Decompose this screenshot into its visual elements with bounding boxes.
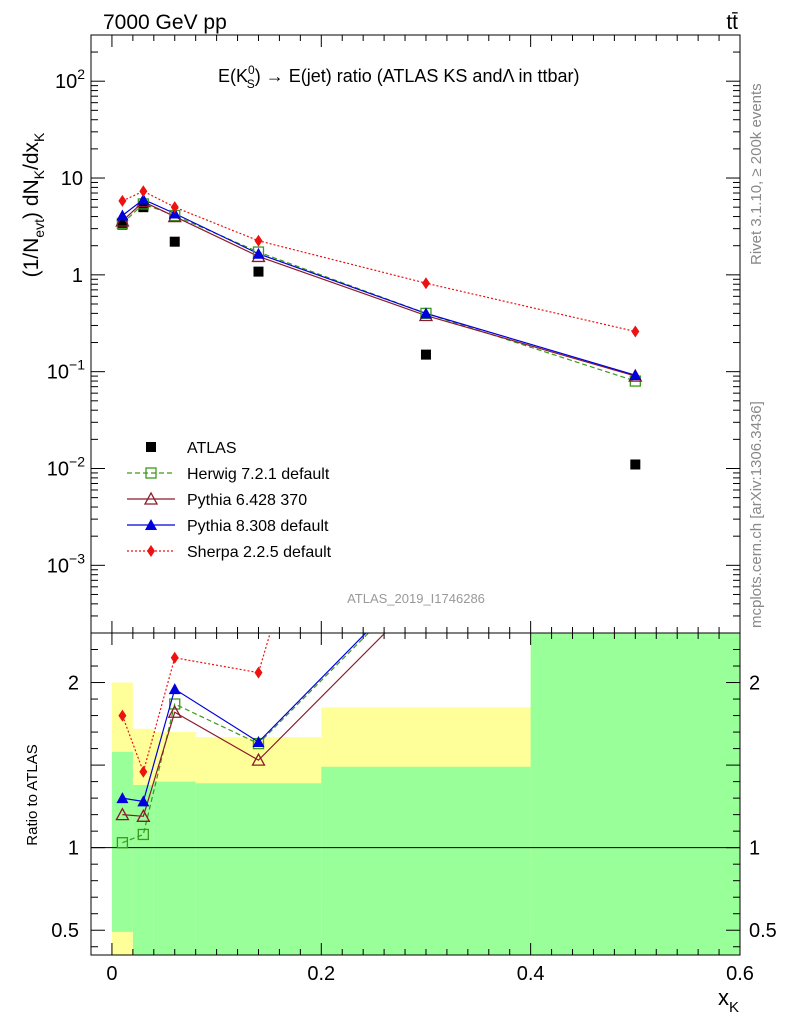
point-sherpa-2-2-5-default-2: [170, 201, 179, 214]
ratio-point-pythia-8-308-default-2: [168, 683, 181, 695]
point-atlas-0: [117, 219, 128, 230]
top-ytick-label-3: 1: [72, 265, 83, 287]
point-atlas-3: [253, 266, 264, 277]
ratio-point-pythia-6-428-370-1: [136, 808, 151, 822]
legend-marker-pythia-8-308-default: [145, 519, 157, 530]
point-pythia-8-308-default-5: [629, 369, 642, 381]
uncertainty-bands: [91, 633, 740, 955]
band-green-3: [195, 783, 322, 955]
ratio-ytick-label-right-0: 0.5: [749, 920, 777, 942]
top-ylabel: (1/Nevt) dNK/dxK: [20, 132, 47, 277]
ratio-point-pythia-6-428-370-0: [115, 807, 130, 821]
legend-marker-atlas: [146, 442, 156, 452]
ratio-point-pythia-6-428-370-2: [167, 704, 182, 718]
point-pythia-8-308-default-0: [116, 209, 129, 221]
band-green-2: [153, 781, 196, 955]
line-pythia-6-428-370: [121, 200, 636, 377]
point-sherpa-2-2-5-default-0: [118, 194, 127, 207]
legend-marker-pythia-6-428-370: [143, 491, 159, 505]
ratio-ytick-label-left-0: 0.5: [51, 920, 79, 942]
ratio-point-herwig-7-2-1-default-1: [137, 828, 149, 841]
ratio-line-pythia-8-308-default: [122, 633, 367, 803]
legend-label-sherpa-2-2-5-default: Sherpa 2.2.5 default: [187, 544, 332, 561]
ratio-point-sherpa-2-2-5-default-0: [118, 709, 127, 722]
ratio-point-pythia-8-308-default-1: [137, 795, 150, 807]
point-atlas-5: [630, 459, 641, 470]
point-sherpa-2-2-5-default-4: [421, 277, 430, 290]
point-pythia-8-308-default-1: [137, 193, 150, 205]
chart-title-a: E(K: [218, 66, 248, 86]
top-series: [115, 185, 643, 470]
ratio-ylabel: Ratio to ATLAS: [24, 744, 41, 845]
top-ytick-label-2: 10−1: [47, 357, 85, 384]
ratio-point-pythia-8-308-default-0: [116, 792, 129, 804]
ratio-point-sherpa-2-2-5-default-1: [139, 765, 148, 778]
bottom-frame: [90, 632, 741, 956]
legend-marker-herwig-7-2-1-default: [145, 467, 157, 479]
band-green-4: [321, 766, 531, 955]
process-label: tt̄: [726, 11, 738, 34]
mcplots-label: mcplots.cern.ch [arXiv:1306.3436]: [748, 401, 765, 628]
top-ytick-label-1: 10−2: [47, 453, 85, 480]
band-green-1: [132, 784, 154, 955]
ratio-point-sherpa-2-2-5-default-2: [170, 651, 179, 664]
rivet-label: Rivet 3.1.10, ≥ 200k events: [748, 83, 765, 265]
point-sherpa-2-2-5-default-3: [254, 234, 263, 247]
point-sherpa-2-2-5-default-1: [139, 185, 148, 198]
ratio-point-sherpa-2-2-5-default-3: [254, 666, 263, 679]
ratio-ytick-label-right-1: 1: [749, 838, 760, 860]
chart-title: E(K0 S) → E(jet) ratio (ATLAS KS andΛ in …: [218, 63, 580, 91]
analysis-id: ATLAS_2019_I1746286: [347, 591, 485, 606]
legend: ATLAS Herwig 7.2.1 default Pythia 6.428 37…: [127, 440, 332, 561]
energy-label: 7000 GeV pp: [103, 11, 227, 34]
x-tick-label-3: 0.6: [726, 963, 754, 985]
chart-title-b: ) → E(jet) ratio (ATLAS KS andΛ in ttbar…: [255, 66, 580, 86]
line-herwig-7-2-1-default: [121, 203, 636, 382]
x-tick-label-1: 0.2: [307, 963, 335, 985]
ratio-point-pythia-8-308-default-3: [252, 735, 265, 747]
line-pythia-8-308-default: [122, 198, 636, 376]
line-sherpa-2-2-5-default: [122, 190, 636, 333]
point-atlas-2: [169, 236, 180, 247]
ratio-point-pythia-6-428-370-3: [251, 752, 266, 766]
band-green-0: [111, 751, 133, 932]
x-tick-label-2: 0.4: [517, 963, 545, 985]
ratio-ytick-label-left-1: 1: [68, 838, 79, 860]
x-axis-label: xK: [718, 985, 739, 1016]
top-ytick-label-4: 10: [61, 168, 83, 190]
ratio-ytick-label-right-2: 2: [749, 673, 760, 695]
point-pythia-8-308-default-4: [419, 307, 432, 319]
top-ytick-label-5: 102: [55, 66, 85, 93]
x-tick-label-0: 0: [106, 963, 117, 985]
ratio-line-herwig-7-2-1-default: [122, 633, 370, 844]
ratio-ytick-label-left-2: 2: [68, 673, 79, 695]
chart-title-sup: 0: [248, 63, 255, 77]
legend-label-herwig-7-2-1-default: Herwig 7.2.1 default: [187, 466, 330, 483]
ratio-series: [115, 633, 386, 849]
legend-label-pythia-8-308-default: Pythia 8.308 default: [187, 518, 329, 535]
legend-marker-sherpa-2-2-5-default: [147, 545, 155, 557]
legend-label-pythia-6-428-370: Pythia 6.428 370: [187, 492, 307, 509]
ratio-point-herwig-7-2-1-default-2: [169, 698, 181, 710]
axes: 10−3 10−2 10−1 1 10 102 0 0.2 0.4 0.6 0.5 0.5 1 1 2 2: [47, 34, 777, 985]
top-ytick-label-0: 10−3: [47, 550, 85, 577]
point-atlas-4: [420, 349, 431, 360]
ratio-point-herwig-7-2-1-default-0: [116, 837, 129, 849]
band-green-5: [530, 633, 740, 955]
point-pythia-8-308-default-3: [252, 247, 265, 259]
chart-title-sub: S: [247, 77, 255, 91]
ratio-line-sherpa-2-2-5-default: [121, 633, 271, 774]
legend-label-atlas: ATLAS: [187, 440, 237, 457]
point-sherpa-2-2-5-default-5: [631, 325, 640, 338]
